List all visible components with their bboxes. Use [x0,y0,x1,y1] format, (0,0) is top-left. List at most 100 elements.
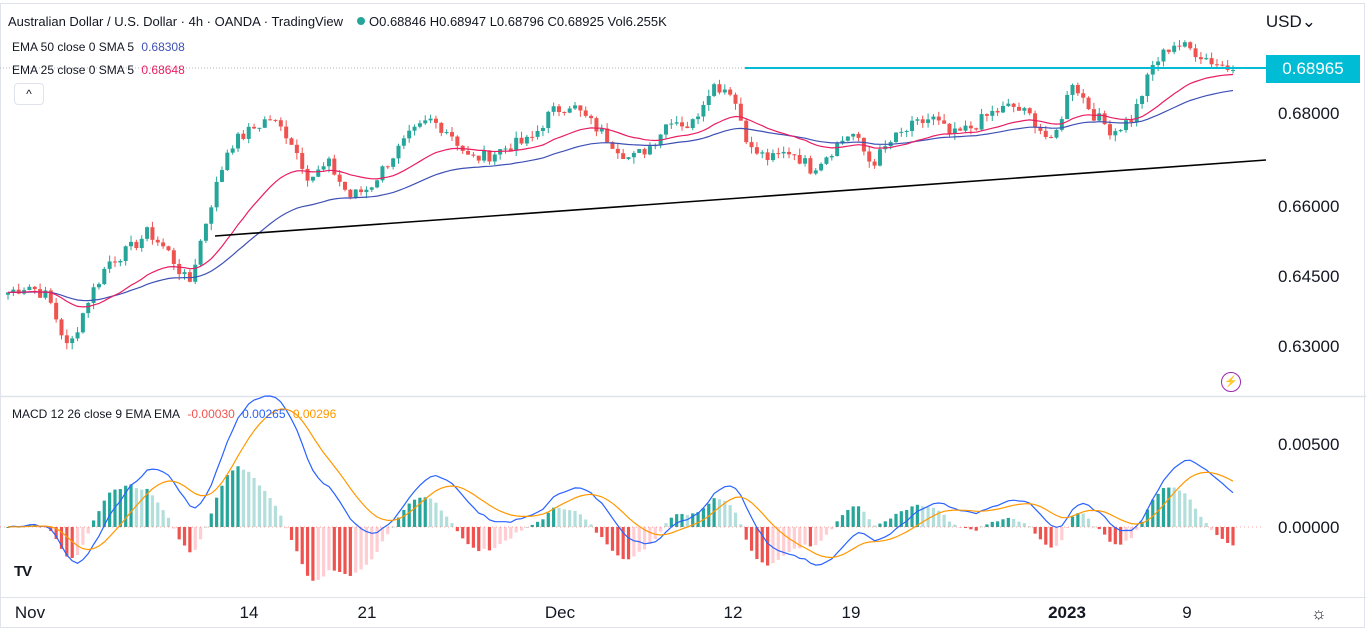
macd-histogram-bar [305,527,310,576]
ema50-line [7,89,1234,302]
candle-body [984,114,989,116]
y-tick-label: 0.68000 [1278,104,1339,123]
ema25-legend[interactable]: EMA 25 close 0 SMA 5 0.68648 [12,63,189,77]
macd-histogram-bar [568,510,572,527]
candle-body [829,155,834,158]
macd-histogram-bar [701,508,706,527]
macd-histogram-bar [546,512,550,527]
macd-histogram-bar [428,498,433,527]
macd-histogram-bar [621,527,625,560]
candle-body [546,111,551,129]
candle-body [187,272,192,282]
macd-histogram-bar [327,527,331,571]
price-tag: 0.68965 [1266,55,1360,83]
candle-body [770,153,775,161]
macd-histogram-bar [626,527,631,560]
macd-histogram-bar [851,506,855,527]
macd-histogram-bar [530,524,534,527]
candle-body [647,146,652,155]
collapse-legend-button[interactable]: ^ [14,83,44,105]
candle-body [300,153,305,169]
tradingview-logo-icon[interactable]: TV [14,563,32,580]
macd-histogram-bar [1226,527,1230,543]
macd-histogram-bar [1049,527,1053,548]
candle-body [289,138,294,145]
macd-histogram-bar [102,500,106,527]
candle-body [744,120,749,143]
candle-body [391,158,396,167]
candle-body [1145,74,1150,97]
candle-body [968,125,973,129]
macd-histogram-bar [461,527,465,539]
macd-histogram-bar [241,469,245,527]
x-tick-label: 2023 [1048,603,1086,622]
candle-body [1150,65,1155,75]
macd-histogram-bar [1038,527,1043,540]
ema50-legend[interactable]: EMA 50 close 0 SMA 5 0.68308 [12,40,189,54]
symbol-title[interactable]: Australian Dollar / U.S. Dollar · 4h · O… [8,14,343,29]
macd-histogram-bar [739,524,743,527]
macd-line [7,395,1234,566]
settings-gear-icon[interactable]: ☼ [1311,604,1327,623]
macd-histogram-bar [1140,521,1144,527]
candle-body [246,126,251,139]
candle-body [1140,96,1145,105]
candle-body [1070,85,1075,95]
macd-histogram-bar [220,485,224,527]
candle-body [310,176,315,181]
macd-legend[interactable]: MACD 12 26 close 9 EMA EMA -0.00030 0.00… [12,407,340,421]
macd-histogram-bar [942,514,946,527]
candle-body [112,261,117,263]
y-tick-label: 0.64500 [1278,267,1339,286]
candle-body [1065,94,1070,120]
market-status-dot [357,17,365,25]
macd-histogram-bar [1006,517,1010,527]
macd-histogram-bar [610,527,615,551]
candle-body [134,241,139,249]
candle-body [524,136,529,144]
macd-histogram-bar [712,498,716,527]
candle-body [1017,106,1022,111]
candle-body [6,292,10,295]
macd-histogram-bar [354,527,358,573]
candle-body [578,105,583,111]
macd-histogram-bar [889,518,893,527]
macd-histogram-bar [862,511,866,527]
macd-histogram-bar [1097,527,1101,530]
macd-histogram-bar [723,500,727,527]
candle-body [733,94,738,104]
candle-body [819,163,824,171]
macd-histogram-bar [600,527,604,538]
macd-histogram-bar [969,527,973,530]
candle-body [637,149,642,153]
macd-histogram-bar [118,489,122,527]
candle-body [787,151,792,155]
currency-selector[interactable]: USD⌄ [1266,12,1316,32]
candle-body [680,122,685,127]
macd-histogram-bar [787,527,791,553]
macd-histogram-bar [840,515,845,527]
x-tick-label: Nov [15,603,46,622]
candle-body [893,132,898,143]
macd-histogram-bar [59,527,64,549]
candle-body [877,149,882,166]
candle-body [1166,49,1171,52]
macd-histogram-bar [204,526,208,528]
y-tick-label: 0.63000 [1278,337,1339,356]
lightning-icon[interactable]: ⚡ [1221,372,1241,392]
macd-histogram-bar [872,525,877,527]
macd-histogram-bar [1022,523,1026,527]
macd-histogram-bar [75,527,80,555]
macd-histogram-bar [1081,513,1085,527]
candle-body [326,158,331,167]
macd-histogram-bar [979,526,984,528]
ema25-label: EMA 25 close 0 SMA 5 [12,63,135,77]
macd-histogram-bar [985,524,989,527]
macd-histogram-bar [766,527,770,566]
macd-histogram-bar [824,527,829,535]
ema50-label: EMA 50 close 0 SMA 5 [12,40,135,54]
macd-histogram-bar [1199,516,1203,527]
candle-body [573,105,578,109]
candle-body [316,169,321,177]
macd-histogram-bar [1001,519,1005,527]
